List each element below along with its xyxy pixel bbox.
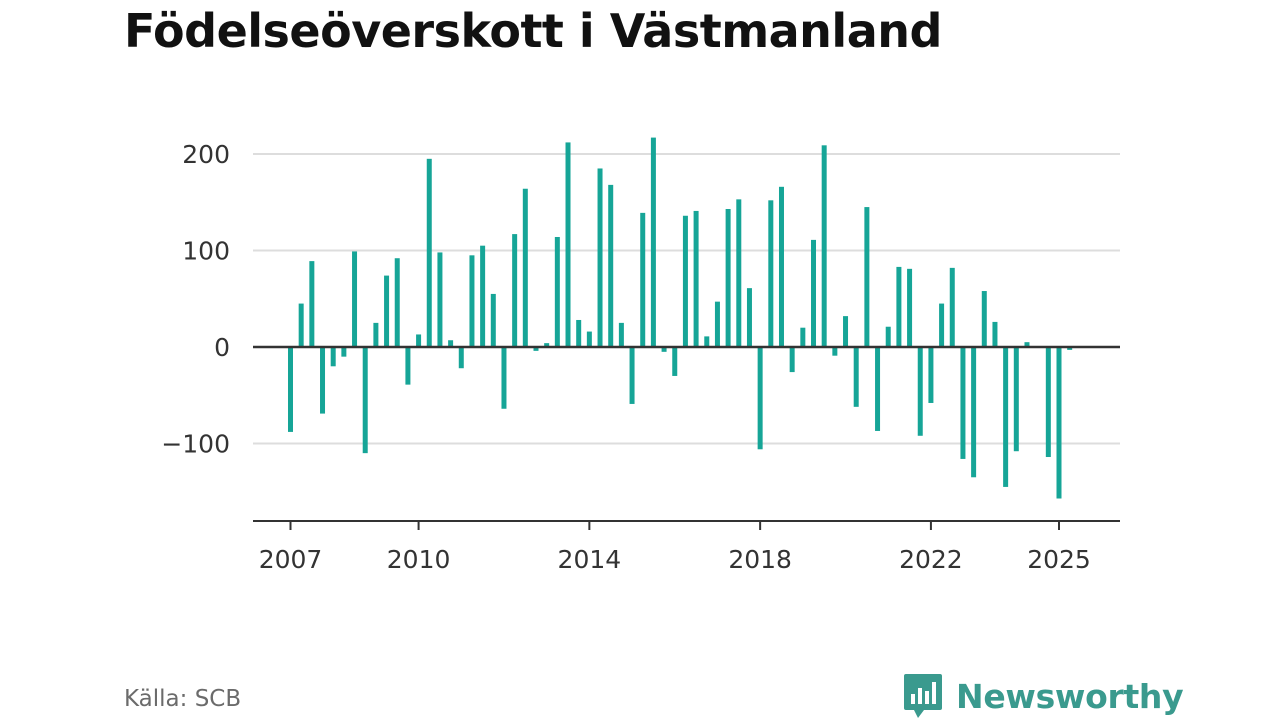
- bar: [811, 239, 817, 347]
- bar: [907, 268, 913, 347]
- bar: [544, 343, 550, 347]
- bar: [352, 251, 358, 347]
- bar: [501, 347, 507, 409]
- bar: [405, 347, 411, 385]
- bar: [565, 142, 571, 347]
- bar: [437, 252, 443, 347]
- bar: [448, 340, 454, 347]
- chart-title: Födelseöverskott i Västmanland: [124, 4, 942, 58]
- bar: [800, 327, 806, 347]
- y-tick-label: −100: [161, 430, 230, 459]
- bar: [362, 347, 368, 454]
- y-tick-label: 200: [182, 140, 230, 169]
- bar: [971, 347, 977, 478]
- bar: [416, 334, 422, 347]
- bar: [576, 319, 582, 347]
- bar: [373, 322, 379, 347]
- bar: [298, 303, 304, 347]
- bars: [288, 137, 1073, 499]
- x-tick-label: 2014: [558, 545, 622, 574]
- bar: [490, 293, 496, 347]
- bar: [917, 347, 923, 436]
- bar: [843, 316, 849, 347]
- bar: [981, 291, 987, 347]
- bar: [885, 326, 891, 347]
- y-tick-label: 0: [214, 333, 230, 362]
- y-axis-labels: −100 0 100 200: [161, 140, 230, 459]
- x-tick-label: 2010: [387, 545, 451, 574]
- bar: [480, 245, 486, 347]
- brand-logo: Newsworthy: [902, 672, 1184, 720]
- bar: [309, 261, 315, 347]
- bar: [426, 158, 432, 347]
- newsworthy-logo-icon: [904, 674, 942, 718]
- x-tick-label: 2022: [899, 545, 963, 574]
- bar: [522, 188, 528, 347]
- bar: [853, 347, 859, 407]
- bar: [597, 168, 603, 347]
- bar: [992, 321, 998, 347]
- bar: [288, 347, 293, 432]
- bar: [586, 331, 592, 347]
- bar: [725, 209, 731, 347]
- bar: [757, 347, 763, 450]
- bar: [330, 347, 336, 367]
- bar: [640, 212, 646, 347]
- bar: [1013, 347, 1019, 452]
- bar: [896, 266, 902, 347]
- bar: [629, 347, 635, 404]
- bar: [864, 207, 870, 347]
- bar: [789, 347, 795, 373]
- bar: [608, 184, 614, 347]
- bar: [512, 234, 518, 347]
- bar: [618, 322, 624, 347]
- bar: [704, 336, 710, 347]
- bar: [939, 303, 945, 347]
- bar: [928, 347, 934, 403]
- bar: [1003, 347, 1009, 487]
- bar: [469, 255, 475, 347]
- x-axis-labels: 2007 2010 2014 2018 2022 2025: [259, 545, 1091, 574]
- bar: [736, 199, 742, 347]
- bar: [661, 347, 667, 352]
- axes: [253, 345, 1120, 530]
- bar: [1045, 347, 1051, 458]
- bar: [1056, 347, 1062, 499]
- bar: [672, 347, 678, 376]
- x-tick-label: 2025: [1027, 545, 1091, 574]
- bar: [768, 200, 774, 347]
- bar: [949, 267, 955, 347]
- x-tick-label: 2018: [728, 545, 792, 574]
- y-tick-label: 100: [182, 237, 230, 266]
- bar: [714, 301, 720, 347]
- source-note: Källa: SCB: [124, 686, 242, 712]
- bar: [960, 347, 966, 459]
- x-tick-label: 2007: [259, 545, 323, 574]
- bar: [341, 347, 347, 357]
- bar: [320, 347, 326, 414]
- bar: [693, 210, 699, 347]
- bar: [832, 347, 838, 356]
- bar: [1024, 342, 1030, 347]
- bar: [394, 258, 400, 347]
- bar: [778, 186, 784, 347]
- bar: [875, 347, 881, 431]
- bar: [650, 137, 656, 347]
- bar: [533, 347, 539, 351]
- bar: [458, 347, 464, 369]
- bar: [821, 145, 827, 347]
- bar: [746, 288, 752, 347]
- bar: [682, 215, 688, 347]
- brand-name: Newsworthy: [956, 676, 1184, 716]
- bar: [384, 275, 390, 347]
- bar: [1067, 347, 1073, 350]
- bar: [554, 236, 560, 347]
